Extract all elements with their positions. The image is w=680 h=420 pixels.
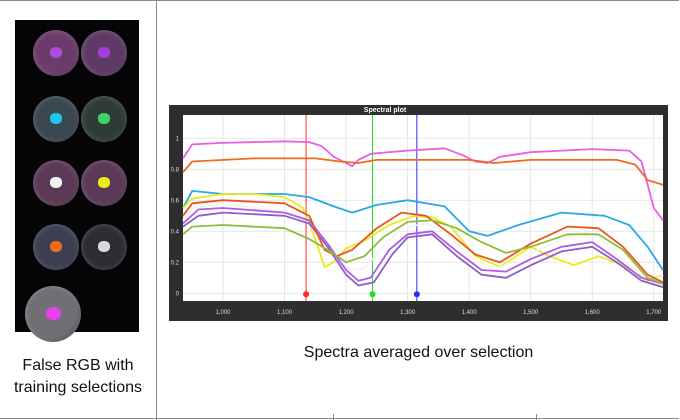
marker-point (413, 291, 420, 298)
bottom-divider-mark (536, 414, 537, 420)
x-tick-label: 1,600 (585, 310, 601, 316)
series-line-8 (182, 199, 664, 284)
selection-blob (98, 113, 111, 124)
x-tick-label: 1,000 (215, 310, 231, 316)
y-tick-label: 0 (176, 291, 180, 297)
plot-area (183, 115, 663, 301)
marker-point (303, 291, 310, 298)
y-tick-label: 1 (176, 136, 180, 142)
y-tick-label: 0.6 (171, 198, 180, 204)
cell-3 (33, 96, 79, 142)
spectral-plot-panel: 0 0.2 0.4 0.6 0.8 1 1,000 1,100 1,200 1,300 1,400 1… (169, 105, 668, 321)
selection-blob (50, 177, 63, 188)
series-line-7 (182, 211, 664, 288)
y-tick-label: 0.8 (171, 167, 180, 173)
x-tick-label: 1,700 (646, 310, 662, 316)
series-line-1 (182, 140, 664, 221)
selection-blob (98, 47, 111, 58)
series-line-6 (182, 207, 664, 285)
false-rgb-thumbnails (15, 20, 139, 342)
cell-8 (81, 224, 127, 270)
left-caption: False RGB with training selections (13, 357, 143, 396)
x-tick-label: 1,400 (462, 310, 478, 316)
column-divider (156, 0, 157, 420)
x-tick-label: 1,300 (400, 310, 416, 316)
series-line-4 (182, 193, 664, 282)
selection-blob (98, 241, 111, 252)
series-line-9 (182, 219, 664, 285)
series-line-2 (182, 157, 664, 186)
selection-blob (50, 113, 63, 124)
cell-2 (81, 30, 127, 76)
cell-1 (33, 30, 79, 76)
cell-6 (81, 160, 127, 206)
selection-blob (98, 177, 111, 188)
bottom-divider-mark (333, 414, 334, 420)
series-line-3 (182, 190, 664, 271)
cell-7 (33, 224, 79, 270)
x-tick-label: 1,100 (277, 310, 293, 316)
marker-point (369, 291, 376, 298)
x-tick-label: 1,500 (523, 310, 539, 316)
right-caption: Spectra averaged over selection (303, 344, 534, 361)
x-tick-label: 1,200 (339, 310, 355, 316)
selection-blob (50, 241, 63, 252)
plot-title: Spectral plot (364, 107, 407, 114)
y-tick-label: 0.2 (171, 260, 180, 266)
cell-9 (25, 286, 81, 342)
selection-blob (46, 307, 61, 320)
spectral-plot: 0 0.2 0.4 0.6 0.8 1 1,000 1,100 1,200 1,300 1,400 1… (171, 107, 664, 316)
cell-5 (33, 160, 79, 206)
cell-4 (81, 96, 127, 142)
series-line-5 (182, 204, 664, 282)
selection-blob (50, 47, 63, 58)
y-tick-label: 0.4 (171, 229, 180, 235)
